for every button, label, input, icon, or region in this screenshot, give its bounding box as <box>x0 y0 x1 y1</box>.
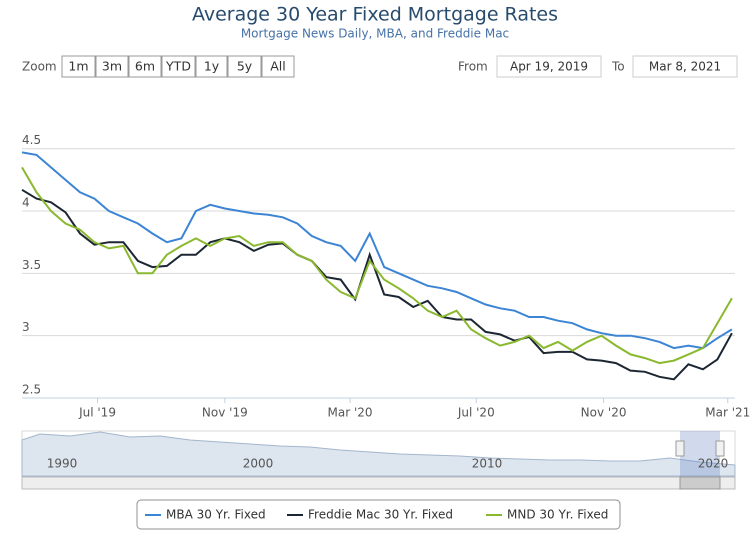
to-value: Mar 8, 2021 <box>649 60 721 74</box>
series-line <box>21 166 733 365</box>
y-tick-label: 2.5 <box>22 383 41 397</box>
x-tick-label: Mar '21 <box>705 406 750 420</box>
button-frame <box>61 55 96 78</box>
navigator-handle[interactable] <box>675 440 685 457</box>
from-label: From <box>458 60 488 74</box>
button-frame <box>128 55 162 78</box>
range-button[interactable]: 1m <box>61 55 96 78</box>
y-tick-label: 3.5 <box>22 258 41 272</box>
chart-subtitle: Mortgage News Daily, MBA, and Freddie Ma… <box>241 27 509 41</box>
range-button[interactable]: 3m <box>95 55 129 78</box>
button-frame <box>195 55 228 78</box>
legend-label[interactable]: MBA 30 Yr. Fixed <box>166 508 266 522</box>
x-tick-label: Jul '19 <box>78 406 116 420</box>
navigator-label: 2010 <box>472 457 503 471</box>
x-tick-label: Jul '20 <box>457 406 495 420</box>
button-frame <box>161 55 196 78</box>
scrollbar[interactable] <box>21 476 736 490</box>
button-label: 6m <box>135 59 155 74</box>
x-tick-label: Mar '20 <box>328 406 373 420</box>
y-tick-label: 4 <box>22 196 30 210</box>
button-label: YTD <box>165 59 191 74</box>
legend <box>136 499 621 530</box>
to-input[interactable] <box>632 55 738 78</box>
button-label: All <box>270 59 286 74</box>
range-button[interactable]: YTD <box>161 55 196 78</box>
navigator-labels: 1990 2000 2010 2020 <box>47 457 729 471</box>
from-value: Apr 19, 2019 <box>510 60 588 74</box>
range-button[interactable]: All <box>261 55 295 78</box>
from-input[interactable] <box>496 55 602 78</box>
navigator-label: 2000 <box>243 457 274 471</box>
button-label: 3m <box>102 59 122 74</box>
button-label: 1m <box>68 59 88 74</box>
range-button[interactable]: 1y <box>195 55 228 78</box>
navigator-series <box>21 431 736 477</box>
chart-title: Average 30 Year Fixed Mortgage Rates <box>192 4 558 26</box>
series-line <box>21 188 733 381</box>
zoom-label: Zoom <box>22 60 57 74</box>
button-label: 1y <box>204 59 220 74</box>
scrollbar-thumb[interactable] <box>679 476 721 490</box>
to-label: To <box>611 60 625 74</box>
button-frame <box>227 55 262 78</box>
legend-label[interactable]: MND 30 Yr. Fixed <box>507 508 608 522</box>
range-button[interactable]: 5y <box>227 55 262 78</box>
button-label: 5y <box>237 59 253 74</box>
y-tick-label: 3 <box>22 320 30 334</box>
button-frame <box>261 55 295 78</box>
x-tick-label: Nov '20 <box>581 406 627 420</box>
navigator-selection[interactable] <box>680 431 720 476</box>
series-line <box>21 151 733 350</box>
x-tick-label: Nov '19 <box>202 406 248 420</box>
range-button[interactable]: 6m <box>128 55 162 78</box>
navigator-label: 2020 <box>698 457 729 471</box>
legend-label[interactable]: Freddie Mac 30 Yr. Fixed <box>308 508 453 522</box>
y-tick-label: 4.5 <box>22 133 41 147</box>
navigator-handle[interactable] <box>715 440 725 457</box>
button-frame <box>95 55 129 78</box>
range-buttons: 1m 3m 6m YTD 1y 5y All <box>61 55 295 78</box>
navigator-label: 1990 <box>47 457 78 471</box>
